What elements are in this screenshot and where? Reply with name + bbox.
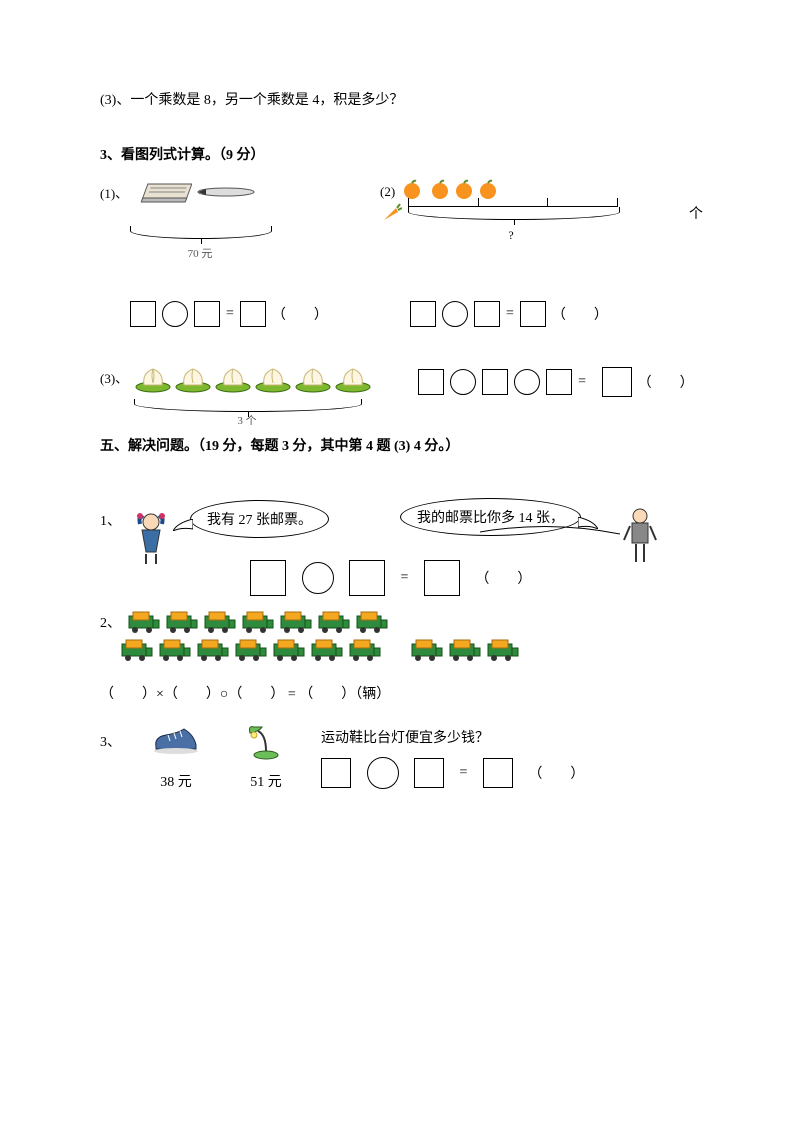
p2-q: ? [406, 228, 616, 243]
bao-icon [294, 361, 332, 393]
arrow-line [480, 520, 620, 570]
orange-icon [453, 178, 475, 200]
bao-icon [214, 361, 252, 393]
q1-label: 1、 [100, 510, 121, 530]
truck-icon [279, 610, 313, 634]
boy-icon [620, 506, 660, 566]
bao-icon [334, 361, 372, 393]
bracket-icon [408, 207, 620, 220]
eq-q3[interactable]: = （ ） [321, 757, 584, 789]
eq-q2[interactable]: （ ）×（ ）○（ ） = （ ）（辆） [100, 682, 703, 707]
lamp-icon [246, 721, 286, 761]
girl-icon [130, 510, 172, 566]
truck-icon [310, 638, 344, 662]
truck-icon [241, 610, 275, 634]
eq-p1[interactable]: = （ ） [130, 301, 390, 327]
p1-label: (1)、 [100, 183, 128, 202]
sec5-title: 五、解决问题。（19 分，每题 3 分，其中第 4 题 (3) 4 分。） [100, 434, 703, 459]
sec3-title: 3、看图列式计算。（9 分） [100, 143, 703, 168]
q3-label: 3、 [100, 721, 121, 751]
truck-icon [448, 638, 482, 662]
truck-icon [272, 638, 306, 662]
p3-label: (3)、 [100, 368, 128, 387]
shoe-icon [150, 721, 202, 757]
truck-icon [127, 610, 161, 634]
q3-p1: 38 元 [141, 771, 211, 791]
truck-icon [355, 610, 389, 634]
p3-unit: 3 个 [134, 412, 360, 428]
q3-txt: 运动鞋比台灯便宜多少钱？ [321, 727, 584, 747]
truck-icon [158, 638, 192, 662]
eq-p3[interactable]: = （ ） [418, 367, 693, 397]
p2-unit: 个 [689, 203, 703, 223]
orange-icon [429, 178, 451, 200]
book-icon [132, 178, 192, 206]
truck-icon [317, 610, 351, 634]
q3-p2: 51 元 [231, 771, 301, 791]
carrot-icon [380, 202, 402, 224]
orange-icon [401, 178, 423, 200]
bao-icon [134, 361, 172, 393]
p2-label: (2) [380, 184, 395, 200]
q2-label: 2、 [100, 612, 121, 632]
truck-icon [486, 638, 520, 662]
bracket-icon [134, 399, 362, 412]
truck-icon [203, 610, 237, 634]
truck-icon [348, 638, 382, 662]
bracket-icon [130, 226, 272, 239]
truck-icon [234, 638, 268, 662]
truck-icon [410, 638, 444, 662]
truck-icon [196, 638, 230, 662]
truck-icon [165, 610, 199, 634]
pen-icon [196, 185, 256, 199]
eq-p2[interactable]: = （ ） [410, 301, 608, 327]
q3-top: (3)、一个乘数是 8，另一个乘数是 4，积是多少？ [100, 88, 703, 113]
orange-icon [477, 178, 499, 200]
bao-icon [174, 361, 212, 393]
bao-icon [254, 361, 292, 393]
truck-icon [120, 638, 154, 662]
p1-total: 70 元 [130, 245, 270, 261]
speech-left: 我有 27 张邮票。 [190, 500, 329, 538]
